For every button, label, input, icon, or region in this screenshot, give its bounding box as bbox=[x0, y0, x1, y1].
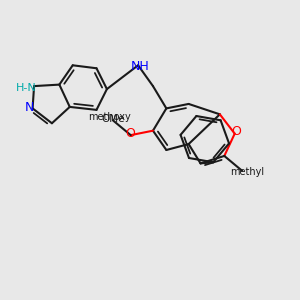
Text: O: O bbox=[126, 127, 136, 140]
Text: methyl: methyl bbox=[230, 167, 265, 177]
Text: N: N bbox=[24, 101, 34, 114]
Text: NH: NH bbox=[131, 60, 150, 73]
Text: methoxy: methoxy bbox=[88, 112, 131, 122]
Text: O: O bbox=[231, 125, 241, 138]
Text: H-N: H-N bbox=[16, 82, 37, 93]
Text: OMe: OMe bbox=[101, 114, 124, 124]
